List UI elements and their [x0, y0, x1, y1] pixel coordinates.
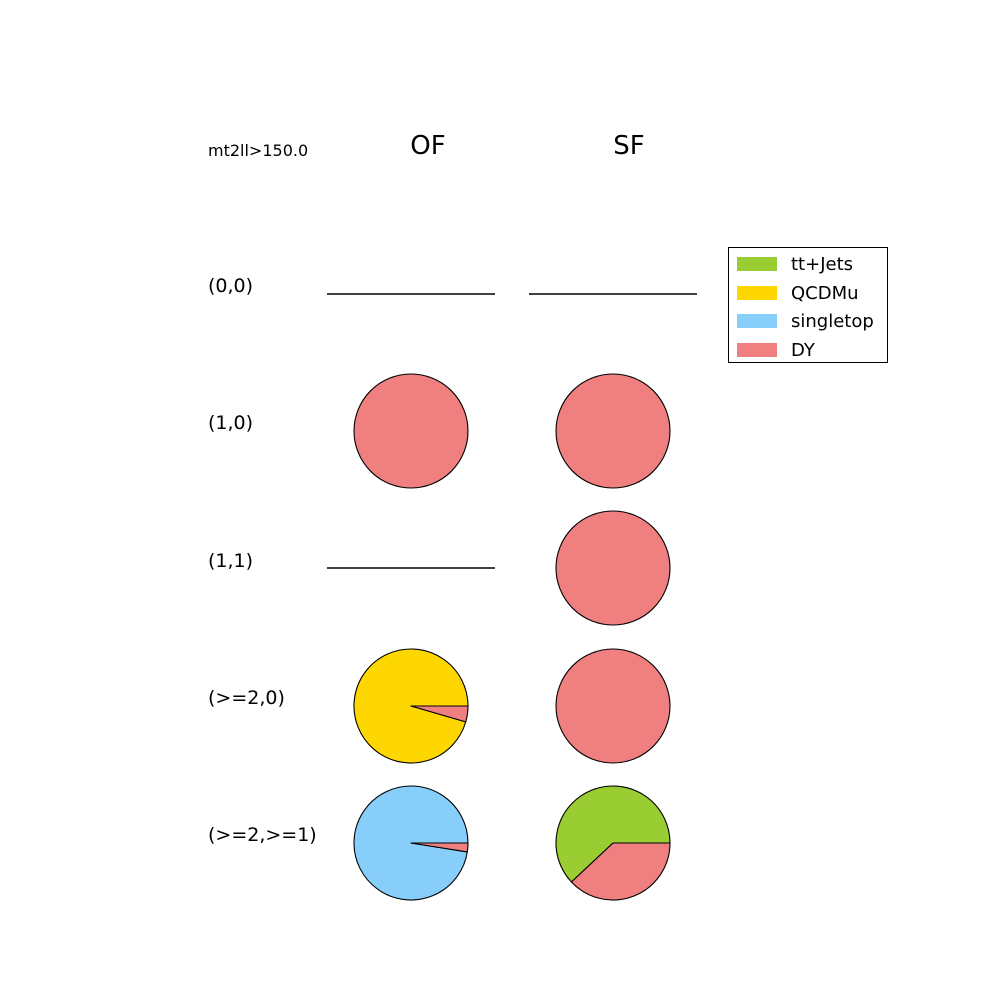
pie-sf-_1_1_-slice-dy	[555, 510, 671, 626]
row-label: (>=2,0)	[208, 687, 285, 709]
legend-item-singletop: singletop	[737, 310, 874, 332]
cut-label: mt2ll>150.0	[208, 141, 309, 160]
legend-swatch	[737, 314, 777, 328]
pie-sf-_2_1_-slice-dy	[570, 842, 671, 901]
legend-label: QCDMu	[791, 282, 859, 304]
pie-sf-_2_0_-slice-dy	[555, 648, 671, 764]
pie-sf-_2_1_-slice-ttjets	[555, 785, 671, 883]
column-header-of: OF	[410, 131, 446, 161]
row-label: (1,1)	[208, 550, 254, 572]
pie-of-_2_1_-slice-dy	[410, 842, 469, 853]
legend-label: tt+Jets	[791, 253, 854, 275]
pie-of-_2_0_-slice-dy	[410, 705, 469, 723]
legend-label: singletop	[791, 310, 874, 332]
legend-item-ttjets: tt+Jets	[737, 253, 854, 275]
pie-sf-_1_0_-slice-dy	[555, 373, 671, 489]
legend-item-qcdmu: QCDMu	[737, 282, 859, 304]
pie-of-_1_0_-slice-dy	[353, 373, 469, 489]
legend-swatch	[737, 286, 777, 300]
column-header-sf: SF	[613, 131, 645, 161]
legend-label: DY	[791, 339, 815, 361]
row-label: (0,0)	[208, 275, 254, 297]
legend-swatch	[737, 343, 777, 357]
row-label: (1,0)	[208, 412, 254, 434]
legend-item-dy: DY	[737, 339, 815, 361]
legend-swatch	[737, 257, 777, 271]
row-label: (>=2,>=1)	[208, 824, 317, 846]
legend: tt+Jets QCDMu singletop DY	[728, 247, 888, 363]
